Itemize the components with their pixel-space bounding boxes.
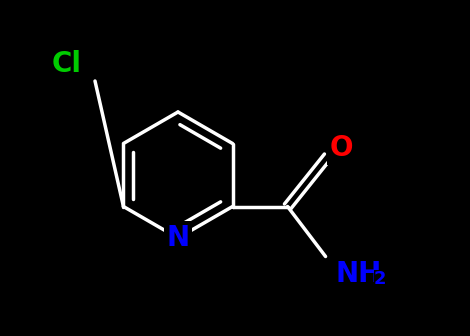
- Text: Cl: Cl: [52, 50, 82, 78]
- Text: O: O: [330, 134, 353, 163]
- Text: N: N: [166, 224, 189, 252]
- Text: NH: NH: [336, 260, 382, 289]
- Text: 2: 2: [374, 269, 386, 288]
